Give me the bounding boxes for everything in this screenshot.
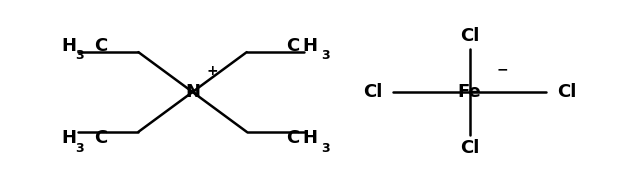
Text: 3: 3	[76, 49, 84, 62]
Text: Cl: Cl	[363, 83, 383, 101]
Text: C: C	[95, 129, 108, 147]
Text: 3: 3	[321, 142, 330, 155]
Text: Cl: Cl	[557, 83, 577, 101]
Text: N: N	[185, 83, 200, 101]
Text: C: C	[95, 37, 108, 55]
Text: 3: 3	[76, 142, 84, 155]
Text: +: +	[207, 64, 218, 78]
Text: −: −	[497, 63, 508, 77]
Text: C: C	[286, 37, 300, 55]
Text: Cl: Cl	[460, 139, 479, 157]
Text: H: H	[61, 129, 77, 147]
Text: H: H	[303, 129, 318, 147]
Text: Cl: Cl	[460, 27, 479, 45]
Text: 3: 3	[321, 49, 330, 62]
Text: H: H	[303, 37, 318, 55]
Text: Fe: Fe	[458, 83, 482, 101]
Text: C: C	[286, 129, 300, 147]
Text: H: H	[61, 37, 77, 55]
